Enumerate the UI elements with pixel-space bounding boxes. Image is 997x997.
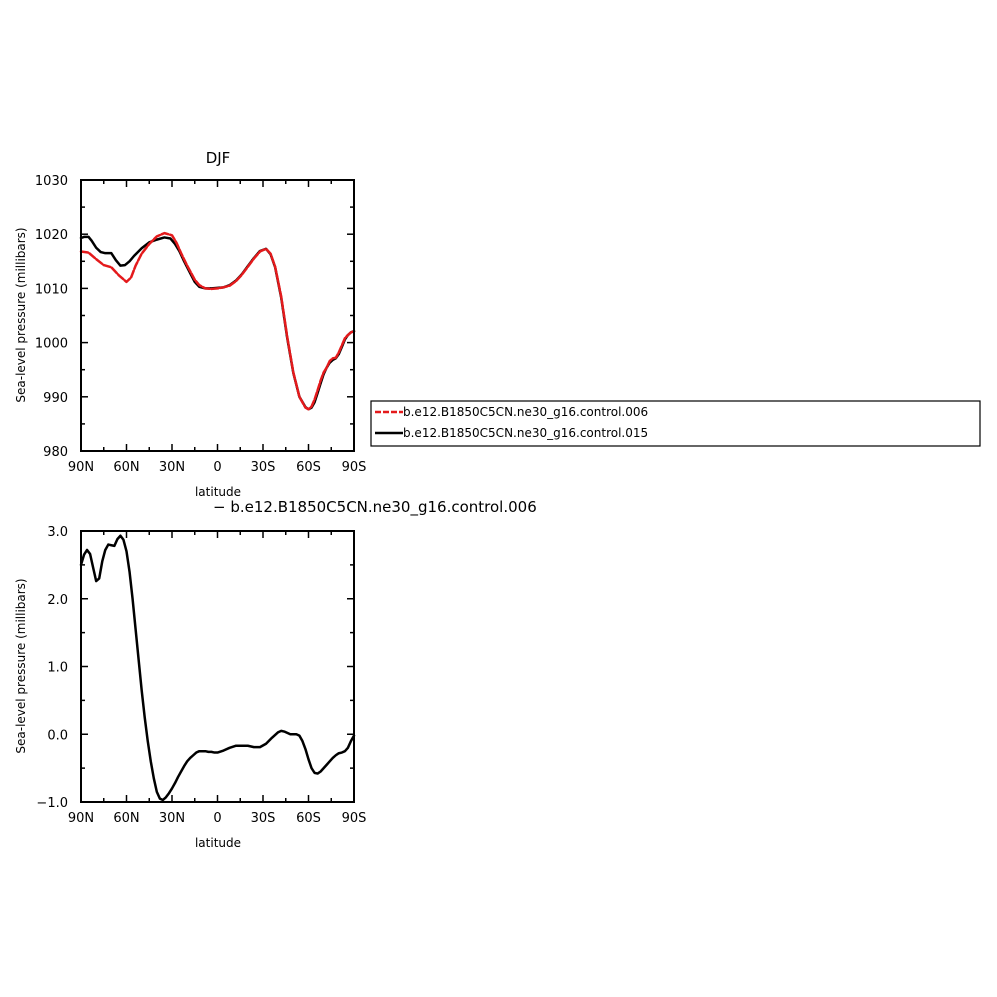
x-tick-label: 30N [159, 460, 185, 475]
chart-bottom-series [79, 534, 356, 802]
x-tick-label: 60N [113, 460, 139, 475]
chart-bottom-axes: 90N 60N 30N 0 30S 60S 90S 3.0 2.0 1.0 0.0 −1.0 [36, 525, 366, 826]
x-tick-label: 60S [296, 811, 321, 826]
x-tick-label: 30N [159, 811, 185, 826]
x-tick-label: 0 [213, 811, 221, 826]
x-tick-label: 90N [68, 460, 94, 475]
x-tick-label: 30S [251, 811, 276, 826]
y-tick-label: 990 [43, 391, 68, 406]
y-tick-label: 980 [43, 445, 68, 460]
legend-label-015: b.e12.B1850C5CN.ne30_g16.control.015 [403, 426, 648, 440]
x-tick-label: 60N [113, 811, 139, 826]
x-tick-label: 30S [251, 460, 276, 475]
y-tick-label: 1030 [35, 174, 68, 189]
chart-bottom-frame [80, 530, 355, 803]
y-tick-label: −1.0 [36, 796, 68, 811]
legend: b.e12.B1850C5CN.ne30_g16.control.006 b.e… [370, 400, 981, 447]
y-tick-label: 2.0 [47, 593, 68, 608]
chart-bottom-title: − b.e12.B1850C5CN.ne30_g16.control.006 [213, 498, 537, 517]
chart-top-frame [80, 179, 355, 452]
series-line-015 [79, 235, 356, 411]
x-tick-label: 0 [213, 460, 221, 475]
x-tick-label: 90N [68, 811, 94, 826]
chart-top-ylabel: Sea-level pressure (millibars) [14, 227, 28, 402]
chart-top-series [79, 231, 356, 411]
x-tick-label: 60S [296, 460, 321, 475]
x-tick-label: 90S [342, 811, 367, 826]
series-line-006 [79, 231, 356, 411]
legend-box [370, 400, 981, 447]
chart-bottom: − b.e12.B1850C5CN.ne30_g16.control.006 9… [14, 498, 537, 850]
y-tick-label: 0.0 [47, 728, 68, 743]
chart-bottom-ylabel: Sea-level pressure (millibars) [14, 578, 28, 753]
chart-bottom-xlabel: latitude [195, 836, 241, 850]
y-tick-label: 1020 [35, 228, 68, 243]
y-tick-label: 1010 [35, 282, 68, 297]
y-tick-label: 1000 [35, 337, 68, 352]
chart-top: DJF 90N 60N 30N 0 30S 60S 90S10301020101010009… [14, 149, 366, 499]
legend-label-006: b.e12.B1850C5CN.ne30_g16.control.006 [403, 405, 648, 419]
series-line-diff [79, 534, 356, 802]
chart-top-xlabel: latitude [195, 485, 241, 499]
chart-top-axes: 90N 60N 30N 0 30S 60S 90S 1030 1020 1010 1000 990 98… [35, 174, 366, 475]
y-tick-label: 1.0 [47, 661, 68, 676]
y-tick-label: 3.0 [47, 525, 68, 540]
chart-top-title: DJF [206, 149, 231, 167]
x-tick-label: 90S [342, 460, 367, 475]
